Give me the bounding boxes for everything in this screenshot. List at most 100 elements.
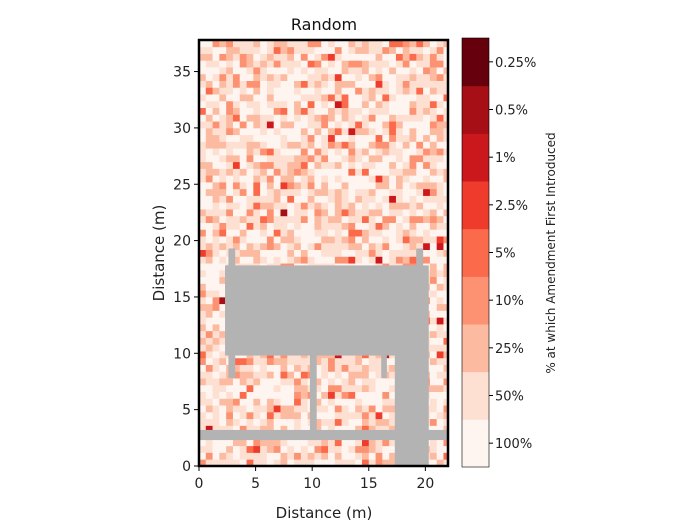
- heatmap-cell: [341, 87, 349, 95]
- heatmap-cell: [212, 242, 220, 251]
- heatmap-cell: [382, 148, 390, 156]
- heatmap-cell: [260, 175, 268, 183]
- heatmap-cell: [280, 222, 288, 230]
- heatmap-cell: [219, 202, 227, 210]
- heatmap-cell: [212, 371, 220, 379]
- heatmap-cell: [287, 452, 295, 460]
- heatmap-cell: [199, 114, 207, 122]
- heatmap-cell: [348, 134, 356, 142]
- heatmap-cell: [280, 418, 288, 426]
- heatmap-cell: [280, 188, 288, 196]
- heatmap-cell: [300, 452, 309, 460]
- heatmap-cell: [334, 215, 343, 223]
- heatmap-cell: [443, 459, 449, 467]
- heatmap-cell: [300, 141, 309, 149]
- heatmap-cell: [314, 121, 322, 129]
- heatmap-cell: [199, 269, 207, 278]
- heatmap-cell: [321, 425, 329, 433]
- heatmap-cell: [443, 222, 449, 230]
- heatmap-cell: [382, 236, 390, 244]
- heatmap-cell: [287, 195, 295, 203]
- heatmap-cell: [226, 182, 234, 190]
- heatmap-cell: [205, 94, 213, 102]
- heatmap-cell: [199, 222, 207, 230]
- heatmap-cell: [260, 73, 268, 81]
- heatmap-cell: [382, 94, 390, 102]
- heatmap-cell: [219, 215, 227, 223]
- heatmap-cell: [389, 425, 397, 433]
- obstacle-layer: [199, 248, 448, 466]
- heatmap-cell: [429, 141, 438, 149]
- heatmap-cell: [382, 391, 390, 399]
- heatmap-cell: [253, 67, 261, 75]
- heatmap-cell: [334, 161, 343, 169]
- heatmap-cell: [260, 371, 268, 379]
- heatmap-cell: [239, 195, 247, 203]
- heatmap-cell: [219, 182, 227, 190]
- heatmap-cell: [266, 154, 275, 163]
- heatmap-cell: [266, 134, 275, 142]
- colorbar-title: % at which Amendment First Introduced: [544, 132, 558, 373]
- heatmap-cell: [443, 452, 449, 460]
- heatmap-cell: [334, 148, 343, 156]
- heatmap-cell: [429, 222, 438, 230]
- heatmap-cell: [260, 40, 268, 48]
- heatmap-cell: [429, 398, 438, 406]
- heatmap-cell: [355, 411, 363, 420]
- heatmap-cell: [361, 67, 370, 75]
- heatmap-cell: [348, 384, 356, 393]
- heatmap-cell: [314, 364, 322, 372]
- heatmap-cell: [280, 371, 288, 379]
- heatmap-cell: [294, 161, 302, 169]
- heatmap-cell: [246, 73, 254, 81]
- heatmap-cell: [368, 67, 376, 75]
- heatmap-cell: [253, 188, 261, 196]
- heatmap-cell: [226, 53, 234, 61]
- heatmap-cell: [253, 249, 261, 257]
- heatmap-cell: [436, 276, 444, 284]
- heatmap-cell: [260, 209, 268, 217]
- heatmap-cell: [341, 215, 349, 223]
- heatmap-cell: [395, 229, 404, 237]
- heatmap-cell: [355, 405, 363, 413]
- heatmap-cell: [348, 418, 356, 426]
- heatmap-cell: [348, 188, 356, 196]
- heatmap-cell: [212, 269, 220, 278]
- heatmap-cell: [436, 405, 444, 413]
- heatmap-cell: [300, 371, 309, 379]
- heatmap-cell: [314, 94, 322, 102]
- heatmap-cell: [260, 107, 268, 115]
- heatmap-cell: [232, 182, 241, 190]
- heatmap-cell: [389, 256, 397, 264]
- heatmap-cell: [443, 411, 449, 420]
- heatmap-cell: [375, 438, 383, 447]
- heatmap-cell: [429, 80, 438, 88]
- heatmap-cell: [212, 100, 220, 109]
- heatmap-cell: [199, 80, 207, 88]
- heatmap-cell: [395, 141, 404, 149]
- heatmap-cell: [246, 141, 254, 149]
- heatmap-cell: [205, 121, 213, 129]
- heatmap-cell: [436, 134, 444, 142]
- heatmap-cell: [294, 182, 302, 190]
- heatmap-cell: [355, 53, 363, 61]
- heatmap-cell: [382, 398, 390, 406]
- heatmap-cell: [212, 418, 220, 426]
- heatmap-cell: [321, 398, 329, 406]
- heatmap-cell: [232, 202, 241, 210]
- heatmap-cell: [280, 40, 288, 48]
- plot-frame: [197, 38, 450, 468]
- heatmap-cell: [199, 249, 207, 257]
- heatmap-cell: [328, 107, 336, 115]
- heatmap-cell: [375, 94, 383, 102]
- heatmap-cell: [307, 209, 315, 217]
- heatmap-cell: [253, 94, 261, 102]
- heatmap-cell: [368, 256, 376, 264]
- heatmap-cell: [382, 154, 390, 163]
- heatmap-cell: [239, 209, 247, 217]
- heatmap-cell: [246, 256, 254, 264]
- heatmap-cell: [382, 188, 390, 196]
- heatmap-cell: [246, 229, 254, 237]
- heatmap-cell: [300, 87, 309, 95]
- heatmap-cell: [382, 73, 390, 81]
